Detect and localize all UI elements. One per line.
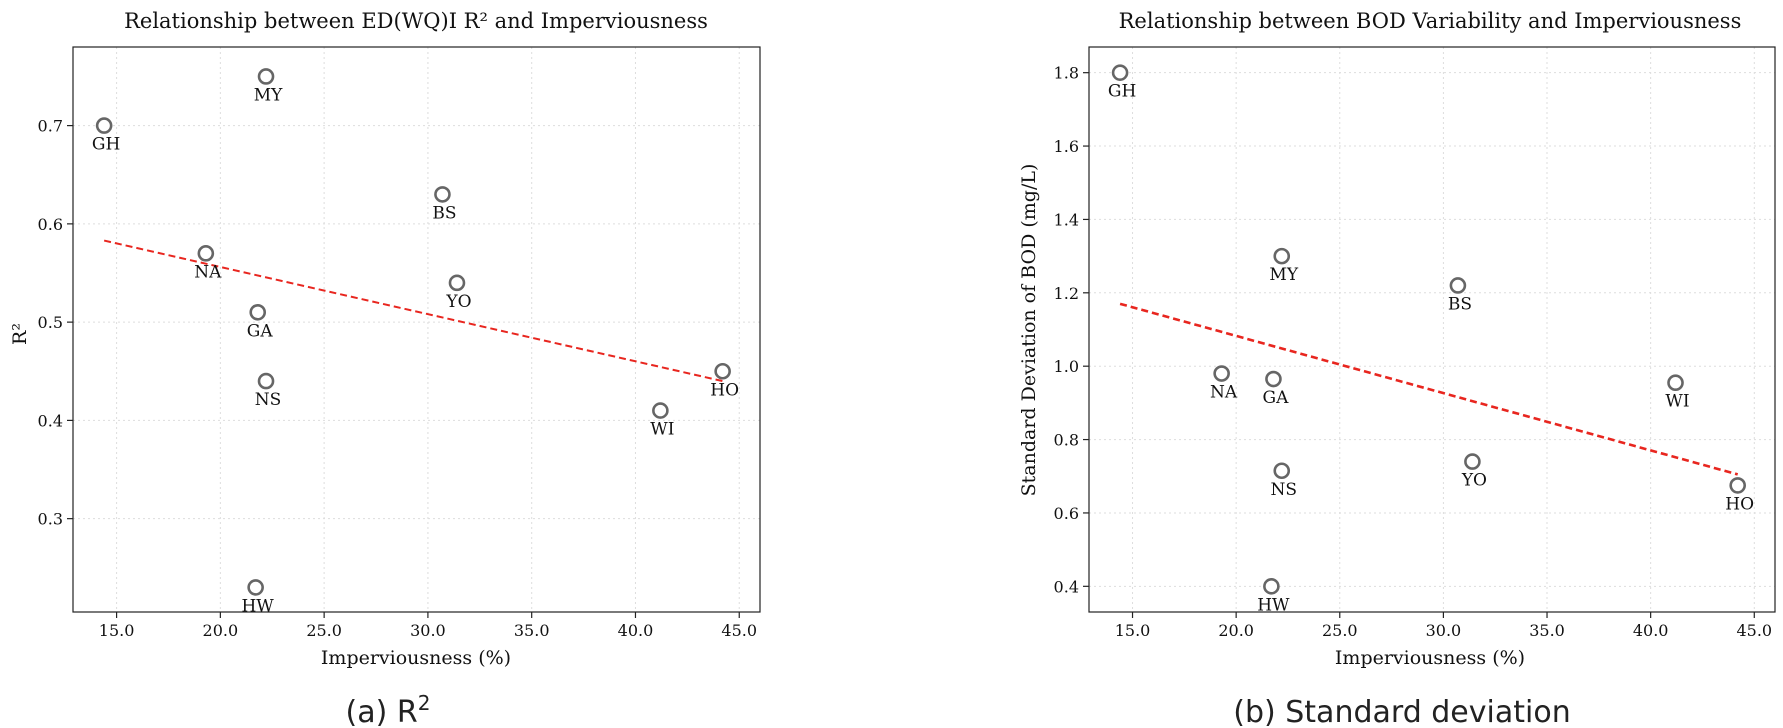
chart-a-point-label-na: NA xyxy=(194,262,222,282)
chart-a-ytick-label-0: 0.3 xyxy=(38,510,63,529)
chart-b-xtick-label-1: 20.0 xyxy=(1218,621,1254,640)
chart-b-xlabel: Imperviousness (%) xyxy=(1335,647,1525,669)
chart-a-xtick-label-2: 25.0 xyxy=(306,621,342,640)
chart-b-point-na xyxy=(1213,365,1230,382)
chart-b-ytick-label-7: 1.8 xyxy=(1054,64,1079,83)
chart-a-xtick-label-3: 30.0 xyxy=(410,621,446,640)
chart-b-ylabel: Standard Deviation of BOD (mg/L) xyxy=(1018,164,1040,497)
chart-a-point-hw xyxy=(247,579,264,596)
chart-b-ytick-label-4: 1.2 xyxy=(1054,284,1079,303)
chart-panel-a: Relationship between ED(WQ)I R² and Impe… xyxy=(9,9,761,728)
chart-b-ytick-label-5: 1.4 xyxy=(1054,210,1079,229)
chart-b-point-wi xyxy=(1667,374,1684,391)
chart-a-point-label-wi: WI xyxy=(650,420,674,440)
chart-a-point-my xyxy=(257,68,275,85)
chart-a-plot-frame xyxy=(72,46,761,613)
chart-b-plot-frame xyxy=(1088,46,1776,613)
chart-a-ytick-label-4: 0.7 xyxy=(38,117,63,136)
chart-a-caption-sup: 2 xyxy=(418,691,431,715)
chart-a-point-label-ga: GA xyxy=(247,321,274,341)
chart-a-ytick-label-1: 0.4 xyxy=(38,411,63,430)
chart-b-point-my xyxy=(1273,247,1291,265)
chart-a-point-ns xyxy=(257,372,275,390)
chart-a-xtick-label-5: 40.0 xyxy=(618,621,654,640)
chart-b-point-yo xyxy=(1464,453,1481,470)
chart-b-xtick-label-2: 25.0 xyxy=(1322,621,1358,640)
chart-a-xtick-label-0: 15.0 xyxy=(99,621,135,640)
chart-a-ytick-label-2: 0.5 xyxy=(38,313,63,332)
chart-b-point-label-hw: HW xyxy=(1257,595,1290,615)
chart-b-point-label-na: NA xyxy=(1210,383,1238,403)
chart-b-xtick-label-3: 30.0 xyxy=(1426,621,1462,640)
chart-a-point-label-ho: HO xyxy=(710,380,739,400)
chart-b-caption: (b) Standard deviation xyxy=(1233,695,1570,728)
chart-b-xtick-label-4: 35.0 xyxy=(1529,621,1565,640)
chart-b-point-label-gh: GH xyxy=(1108,82,1136,102)
chart-a-point-label-hw: HW xyxy=(241,596,274,616)
chart-a-trendline xyxy=(103,239,723,383)
chart-a-point-label-gh: GH xyxy=(92,135,120,155)
chart-a-point-label-yo: YO xyxy=(445,292,471,312)
chart-a-point-label-bs: BS xyxy=(432,203,456,223)
chart-a-ytick-label-3: 0.6 xyxy=(38,215,63,234)
chart-b-xtick-label-0: 15.0 xyxy=(1115,621,1151,640)
chart-b-point-label-my: MY xyxy=(1269,265,1298,285)
chart-b-point-bs xyxy=(1449,277,1467,294)
chart-b-point-label-ga: GA xyxy=(1263,388,1290,408)
chart-b-point-label-ho: HO xyxy=(1725,494,1754,514)
chart-a-point-wi xyxy=(652,402,669,419)
chart-b-point-gh xyxy=(1111,64,1129,81)
chart-b-point-label-yo: YO xyxy=(1461,471,1487,491)
chart-b-caption-text: (b) Standard deviation xyxy=(1233,695,1570,728)
chart-a-point-gh xyxy=(95,117,113,134)
chart-b-point-ga xyxy=(1265,370,1282,388)
chart-b-point-ns xyxy=(1273,462,1291,480)
chart-panel-b: Relationship between BOD Variability and… xyxy=(1018,9,1776,728)
chart-a-xtick-label-6: 45.0 xyxy=(721,621,757,640)
chart-a-title: Relationship between ED(WQ)I R² and Impe… xyxy=(124,9,708,33)
chart-b-ytick-label-2: 0.8 xyxy=(1054,431,1079,450)
chart-b-trendline xyxy=(1119,302,1739,476)
chart-a-point-bs xyxy=(434,186,451,203)
chart-b-ytick-label-3: 1.0 xyxy=(1054,357,1079,376)
chart-a-point-label-my: MY xyxy=(254,85,283,105)
chart-b-ytick-label-1: 0.6 xyxy=(1054,504,1079,523)
chart-a-xtick-label-4: 35.0 xyxy=(514,621,550,640)
chart-a-point-label-ns: NS xyxy=(255,390,282,410)
chart-b-point-label-bs: BS xyxy=(1448,294,1472,314)
chart-b-xtick-label-6: 45.0 xyxy=(1736,621,1772,640)
chart-b-ytick-label-6: 1.6 xyxy=(1054,137,1079,156)
chart-b-point-hw xyxy=(1263,578,1280,595)
chart-a-xtick-label-1: 20.0 xyxy=(203,621,239,640)
chart-a-caption: (a) R2 xyxy=(346,691,431,728)
chart-a-caption-text: (a) R xyxy=(346,695,418,728)
chart-a-point-ga xyxy=(249,304,267,321)
chart-a-point-yo xyxy=(448,274,466,292)
chart-a-xlabel: Imperviousness (%) xyxy=(321,647,511,669)
chart-a-ylabel: R² xyxy=(9,323,31,345)
chart-b-xtick-label-5: 40.0 xyxy=(1633,621,1669,640)
chart-b-ytick-label-0: 0.4 xyxy=(1054,577,1079,596)
chart-b-point-label-ns: NS xyxy=(1270,480,1297,500)
chart-a-point-na xyxy=(197,245,215,262)
chart-b-point-ho xyxy=(1729,477,1746,494)
chart-a-point-ho xyxy=(714,362,731,380)
chart-b-point-label-wi: WI xyxy=(1665,392,1689,412)
chart-b-title: Relationship between BOD Variability and… xyxy=(1119,9,1742,33)
